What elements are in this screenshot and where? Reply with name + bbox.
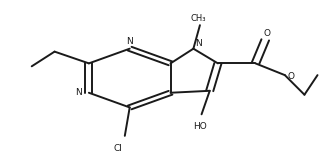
Text: N: N (195, 39, 202, 48)
Text: O: O (287, 72, 295, 81)
Text: Cl: Cl (114, 144, 123, 153)
Text: CH₃: CH₃ (191, 14, 206, 23)
Text: O: O (263, 29, 270, 38)
Text: N: N (126, 37, 133, 46)
Text: HO: HO (193, 122, 207, 131)
Text: N: N (75, 88, 82, 97)
